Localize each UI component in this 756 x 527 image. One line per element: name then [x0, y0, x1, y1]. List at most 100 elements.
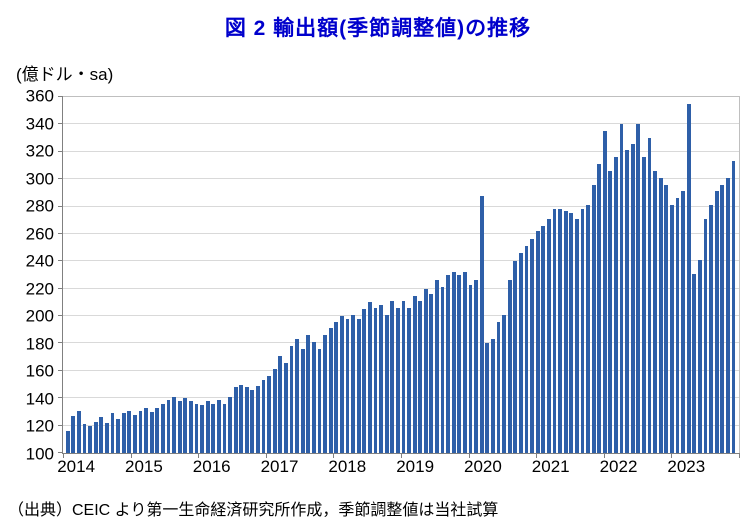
- bar: [256, 385, 260, 453]
- bar: [211, 403, 216, 453]
- bar: [339, 316, 344, 453]
- bar: [222, 403, 227, 453]
- y-tick-label: 100: [25, 444, 54, 464]
- bar: [670, 205, 674, 453]
- y-tick-label: 180: [25, 334, 54, 354]
- y-tick-label: 340: [25, 114, 54, 134]
- bar: [485, 343, 490, 453]
- y-axis-tick: [58, 315, 63, 317]
- bar: [160, 403, 165, 453]
- bar: [272, 369, 277, 453]
- y-axis-tick: [58, 178, 63, 180]
- bar: [362, 309, 367, 453]
- bar: [172, 396, 176, 453]
- bar: [149, 411, 154, 453]
- bar: [423, 288, 428, 453]
- bar: [250, 390, 255, 453]
- gridline: [63, 369, 739, 371]
- x-tick-label: 2017: [260, 457, 299, 476]
- bar: [317, 348, 322, 453]
- bar: [435, 280, 439, 453]
- bar: [625, 150, 630, 453]
- bar: [541, 225, 546, 453]
- bar: [513, 261, 518, 453]
- x-axis-labels: 2014 2015 2016 2017 2018 2019 2020 2021 2022 2023: [57, 457, 740, 480]
- bar: [71, 416, 76, 453]
- x-tick-label: 2021: [531, 457, 570, 476]
- bar: [93, 421, 98, 453]
- bar: [546, 218, 551, 453]
- x-tick-label: 2018: [328, 457, 367, 476]
- bar: [121, 413, 126, 453]
- bar: [267, 376, 272, 453]
- bar: [177, 400, 182, 453]
- bar-series: [63, 97, 739, 453]
- bar: [289, 346, 294, 453]
- y-tick-label: 140: [25, 389, 54, 409]
- bar: [244, 387, 249, 453]
- bar: [535, 231, 540, 453]
- bar: [446, 275, 451, 453]
- bar: [306, 335, 311, 453]
- gridline: [63, 287, 739, 289]
- x-axis-tick: [265, 453, 267, 458]
- y-tick-label: 160: [25, 361, 54, 381]
- y-tick-label: 360: [25, 86, 54, 106]
- gridline: [63, 397, 739, 399]
- bar: [278, 355, 283, 453]
- bar: [681, 191, 686, 453]
- bar: [384, 314, 389, 453]
- bar: [731, 161, 736, 453]
- bar: [463, 272, 467, 453]
- y-axis-unit-label: (億ドル・sa): [16, 65, 114, 84]
- bar: [457, 275, 462, 453]
- bar: [686, 103, 691, 453]
- gridline: [63, 205, 739, 207]
- source-note: （出典）CEIC より第一生命経済研究所作成，季節調整値は当社試算: [8, 502, 499, 519]
- bar: [496, 321, 501, 453]
- y-axis-tick: [58, 232, 63, 234]
- bar: [367, 302, 372, 453]
- bar: [351, 314, 355, 453]
- bar: [619, 124, 624, 453]
- bar: [597, 164, 602, 453]
- bar: [725, 177, 730, 453]
- y-tick-label: 300: [25, 169, 54, 189]
- bar: [323, 335, 328, 453]
- x-axis-tick: [468, 453, 470, 458]
- bar: [395, 307, 400, 453]
- bar: [647, 138, 652, 453]
- y-axis-tick: [58, 123, 63, 125]
- bar: [558, 209, 562, 453]
- bar: [188, 400, 193, 453]
- bar: [295, 339, 300, 453]
- x-tick-label: 2014: [57, 457, 96, 476]
- bar: [703, 218, 708, 453]
- bar: [300, 348, 305, 453]
- x-axis-tick: [130, 453, 132, 458]
- y-axis-tick: [58, 287, 63, 289]
- bar: [518, 253, 523, 453]
- bar: [552, 209, 557, 453]
- bar: [65, 431, 70, 453]
- x-tick-label: 2020: [464, 457, 502, 476]
- bar: [412, 295, 417, 453]
- bar: [474, 280, 479, 453]
- bar: [133, 414, 137, 453]
- bar: [261, 380, 266, 453]
- y-axis-tick: [58, 397, 63, 399]
- gridline: [63, 232, 739, 234]
- bar: [636, 124, 641, 453]
- bar: [401, 301, 406, 453]
- bar: [563, 210, 568, 453]
- bar: [451, 272, 456, 453]
- bar: [720, 184, 725, 453]
- y-tick-label: 220: [25, 279, 54, 299]
- gridline: [63, 315, 739, 317]
- bar: [88, 425, 93, 453]
- x-axis-tick: [401, 453, 402, 458]
- y-tick-label: 280: [25, 196, 54, 216]
- bar: [658, 177, 663, 453]
- bar: [468, 284, 473, 453]
- bar: [373, 307, 378, 453]
